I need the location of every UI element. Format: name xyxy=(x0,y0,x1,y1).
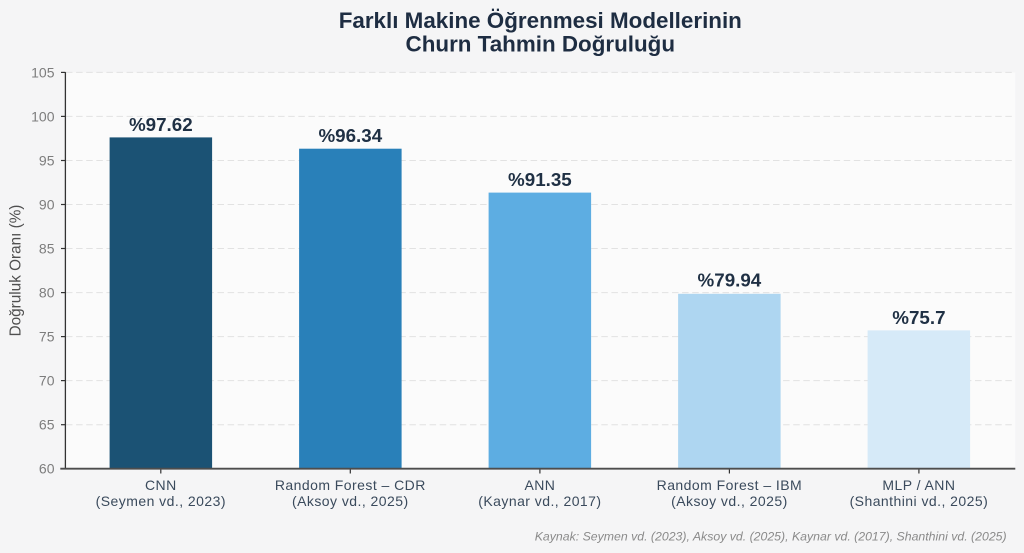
svg-text:75: 75 xyxy=(39,329,55,345)
svg-text:105: 105 xyxy=(31,64,55,80)
svg-text:(Aksoy vd., 2025): (Aksoy vd., 2025) xyxy=(671,493,788,509)
svg-text:100: 100 xyxy=(31,108,55,124)
svg-text:85: 85 xyxy=(39,241,55,257)
svg-text:Farklı Makine Öğrenmesi Modell: Farklı Makine Öğrenmesi Modellerinin xyxy=(339,8,742,33)
svg-text:95: 95 xyxy=(39,153,55,169)
svg-text:Random Forest – CDR: Random Forest – CDR xyxy=(275,477,426,493)
svg-text:Churn Tahmin Doğruluğu: Churn Tahmin Doğruluğu xyxy=(406,32,675,57)
svg-text:%97.62: %97.62 xyxy=(129,114,193,135)
svg-text:Doğruluk Oranı (%): Doğruluk Oranı (%) xyxy=(8,205,25,337)
svg-text:70: 70 xyxy=(39,373,55,389)
svg-text:Random Forest – IBM: Random Forest – IBM xyxy=(657,477,803,493)
svg-text:60: 60 xyxy=(39,461,55,477)
svg-text:(Shanthini vd., 2025): (Shanthini vd., 2025) xyxy=(850,493,989,509)
svg-text:80: 80 xyxy=(39,285,55,301)
svg-text:Kaynak: Seymen vd. (2023), Aks: Kaynak: Seymen vd. (2023), Aksoy vd. (20… xyxy=(535,529,1007,543)
svg-text:%75.7: %75.7 xyxy=(892,307,945,328)
svg-text:ANN: ANN xyxy=(524,477,555,493)
svg-text:%79.94: %79.94 xyxy=(698,270,762,291)
svg-text:MLP / ANN: MLP / ANN xyxy=(882,477,955,493)
svg-text:%96.34: %96.34 xyxy=(318,125,382,146)
svg-text:CNN: CNN xyxy=(145,477,177,493)
svg-text:(Aksoy vd., 2025): (Aksoy vd., 2025) xyxy=(292,493,409,509)
svg-text:90: 90 xyxy=(39,197,55,213)
svg-text:(Kaynar vd., 2017): (Kaynar vd., 2017) xyxy=(478,493,601,509)
svg-text:%91.35: %91.35 xyxy=(508,169,572,190)
svg-text:(Seymen vd., 2023): (Seymen vd., 2023) xyxy=(96,493,226,509)
svg-text:65: 65 xyxy=(39,417,55,433)
